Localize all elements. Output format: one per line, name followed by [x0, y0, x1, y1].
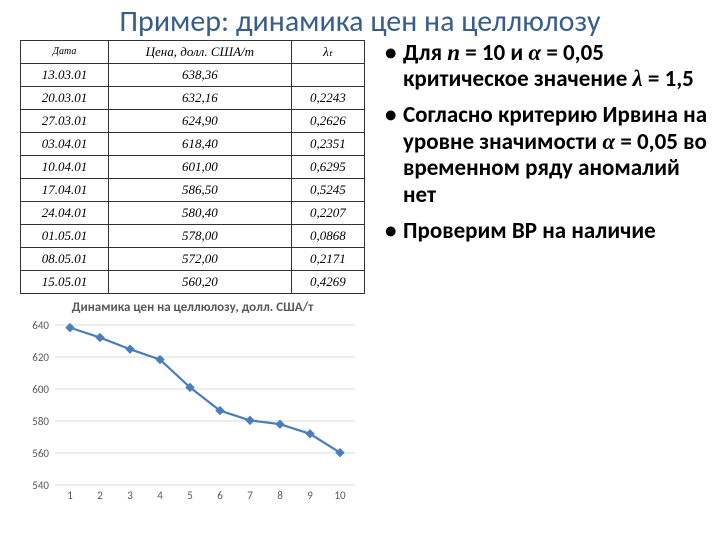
cell-price: 624,90 — [109, 109, 292, 132]
table-row: 17.04.01586,500,5245 — [21, 178, 365, 201]
svg-text:1: 1 — [67, 489, 73, 502]
bullet-2: Согласно критерию Ирвина на уровне значи… — [385, 102, 710, 208]
price-table: Дата Цена, долл. США/т λₜ 13.03.01638,36… — [20, 40, 365, 294]
cell-price: 560,20 — [109, 270, 292, 293]
svg-text:600: 600 — [32, 383, 49, 396]
svg-text:2: 2 — [97, 489, 103, 502]
cell-lambda: 0,2243 — [291, 86, 364, 109]
cell-date: 27.03.01 — [21, 109, 109, 132]
svg-text:3: 3 — [127, 489, 133, 502]
svg-text:9: 9 — [307, 489, 313, 502]
cell-price: 618,40 — [109, 132, 292, 155]
cell-lambda: 0,2171 — [291, 247, 364, 270]
table-row: 27.03.01624,900,2626 — [21, 109, 365, 132]
cell-price: 580,40 — [109, 201, 292, 224]
svg-text:10: 10 — [334, 489, 346, 502]
cell-price: 572,00 — [109, 247, 292, 270]
cell-date: 15.05.01 — [21, 270, 109, 293]
content-row: Дата Цена, долл. США/т λₜ 13.03.01638,36… — [0, 40, 720, 502]
svg-text:620: 620 — [32, 351, 49, 364]
svg-text:7: 7 — [247, 489, 253, 502]
svg-text:6: 6 — [217, 489, 223, 502]
bullet-list: Для n = 10 и α = 0,05 критическое значен… — [385, 40, 710, 245]
cell-date: 17.04.01 — [21, 178, 109, 201]
cell-price: 638,36 — [109, 63, 292, 86]
cell-date: 08.05.01 — [21, 247, 109, 270]
svg-text:5: 5 — [187, 489, 193, 502]
cell-date: 24.04.01 — [21, 201, 109, 224]
svg-text:4: 4 — [157, 489, 163, 502]
table-row: 13.03.01638,36 — [21, 63, 365, 86]
line-chart: 540 560 580 600 620 640 1 2 3 4 5 6 7 8 9 10 — [20, 317, 365, 502]
cell-lambda: 0,0868 — [291, 224, 364, 247]
chart-container: Динамика цен на целлюлозу, долл. США/т 5… — [20, 300, 365, 502]
left-column: Дата Цена, долл. США/т λₜ 13.03.01638,36… — [20, 40, 365, 502]
cell-lambda: 0,4269 — [291, 270, 364, 293]
cell-date: 13.03.01 — [21, 63, 109, 86]
cell-date: 03.04.01 — [21, 132, 109, 155]
cell-lambda: 0,6295 — [291, 155, 364, 178]
bullet-3: Проверим ВР на наличие — [385, 218, 710, 244]
col-date: Дата — [21, 40, 109, 63]
cell-date: 20.03.01 — [21, 86, 109, 109]
svg-text:8: 8 — [277, 489, 283, 502]
cell-lambda: 0,5245 — [291, 178, 364, 201]
cell-lambda — [291, 63, 364, 86]
cell-price: 601,00 — [109, 155, 292, 178]
cell-price: 578,00 — [109, 224, 292, 247]
right-column: Для n = 10 и α = 0,05 критическое значен… — [365, 40, 710, 502]
bullet-1: Для n = 10 и α = 0,05 критическое значен… — [385, 40, 710, 93]
table-row: 15.05.01560,200,4269 — [21, 270, 365, 293]
cell-lambda: 0,2626 — [291, 109, 364, 132]
chart-title: Динамика цен на целлюлозу, долл. США/т — [20, 300, 365, 315]
col-lambda: λₜ — [291, 40, 364, 63]
table-row: 03.04.01618,400,2351 — [21, 132, 365, 155]
table-row: 24.04.01580,400,2207 — [21, 201, 365, 224]
col-price: Цена, долл. США/т — [109, 40, 292, 63]
svg-text:580: 580 — [32, 415, 49, 428]
slide: Пример: динамика цен на целлюлозу Дата Ц… — [0, 0, 720, 540]
cell-date: 01.05.01 — [21, 224, 109, 247]
table-row: 10.04.01601,000,6295 — [21, 155, 365, 178]
slide-title: Пример: динамика цен на целлюлозу — [0, 0, 720, 40]
table-row: 20.03.01632,160,2243 — [21, 86, 365, 109]
svg-text:640: 640 — [32, 319, 49, 332]
svg-text:560: 560 — [32, 447, 49, 460]
cell-date: 10.04.01 — [21, 155, 109, 178]
cell-price: 632,16 — [109, 86, 292, 109]
table-row: 01.05.01578,000,0868 — [21, 224, 365, 247]
cell-price: 586,50 — [109, 178, 292, 201]
cell-lambda: 0,2207 — [291, 201, 364, 224]
table-row: 08.05.01572,000,2171 — [21, 247, 365, 270]
cell-lambda: 0,2351 — [291, 132, 364, 155]
svg-text:540: 540 — [32, 479, 49, 492]
